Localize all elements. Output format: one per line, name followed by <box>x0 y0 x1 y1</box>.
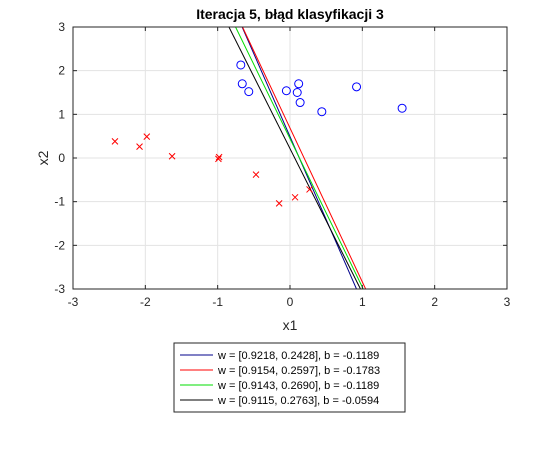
data-point-circle <box>244 87 254 97</box>
data-point-circle <box>292 88 302 97</box>
axis-ticks: -3 -2 -1 0 1 2 3 -3 -2 -1 0 1 2 3 <box>54 20 510 309</box>
x-tick-label: 0 <box>287 295 294 309</box>
legend: w = [0.9218, 0.2428], b = -0.1189 w = [0.… <box>173 342 406 413</box>
y-tick-label: 0 <box>58 151 65 165</box>
data-point-circle <box>236 60 246 70</box>
data-point-x <box>275 200 283 207</box>
y-tick-label: 1 <box>58 107 65 121</box>
data-point-circle <box>294 79 304 89</box>
data-point-circle <box>281 86 291 96</box>
data-point-x <box>136 143 143 151</box>
legend-entry-label: w = [0.9218, 0.2428], b = -0.1189 <box>217 350 379 362</box>
boundary-line <box>235 27 364 289</box>
boundary-line <box>228 27 361 289</box>
plot-area <box>111 27 407 289</box>
x-tick-label: -2 <box>140 295 151 309</box>
y-tick-label: -1 <box>54 195 65 209</box>
data-point-circle <box>317 107 327 117</box>
y-tick-label: -3 <box>54 282 65 296</box>
data-point-x <box>252 171 260 178</box>
x-tick-label: 1 <box>359 295 366 309</box>
y-tick-label: 2 <box>58 64 65 78</box>
x-tick-label: 2 <box>431 295 438 309</box>
legend-entry-label: w = [0.9154, 0.2597], b = -0.1783 <box>217 365 380 377</box>
chart-title: Iteracja 5, błąd klasyfikacji 3 <box>196 6 384 22</box>
data-point-x <box>111 138 119 145</box>
y-axis-label: x2 <box>35 150 51 165</box>
legend-entry-label: w = [0.9143, 0.2690], b = -0.1189 <box>217 380 379 392</box>
legend-entry-label: w = [0.9115, 0.2763], b = -0.0594 <box>217 395 379 407</box>
data-point-circle <box>397 103 407 113</box>
data-point-x <box>215 153 223 161</box>
boundary-line <box>242 27 367 289</box>
data-point-x <box>143 133 151 140</box>
y-tick-label: 3 <box>58 20 65 34</box>
x-tick-label: -3 <box>68 295 79 309</box>
grid <box>73 27 507 289</box>
y-tick-label: -2 <box>54 238 65 252</box>
data-point-x <box>291 193 299 201</box>
data-point-circle <box>352 82 362 92</box>
data-point-circle <box>295 98 305 108</box>
data-point-x <box>215 155 222 163</box>
x-axis-label: x1 <box>283 317 298 333</box>
x-tick-label: -1 <box>212 295 223 309</box>
boundary-lines <box>228 27 367 289</box>
data-point-x <box>168 152 176 160</box>
data-point-x <box>306 186 313 193</box>
x-tick-label: 3 <box>504 295 511 309</box>
data-point-circle <box>237 79 247 89</box>
